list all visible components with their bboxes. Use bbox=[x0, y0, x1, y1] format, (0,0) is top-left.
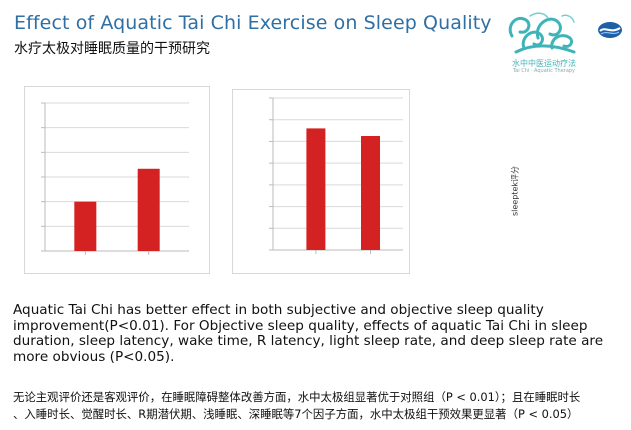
logo-caption: 水中中医运动疗法 bbox=[512, 59, 576, 68]
aquatic-logo-icon bbox=[502, 8, 582, 78]
bar-2-1 bbox=[306, 128, 326, 250]
logo-subcaption: Tai Chi · Aquatic Therapy bbox=[512, 68, 576, 74]
bar-1-2 bbox=[137, 168, 160, 251]
chart-1-svg bbox=[41, 102, 189, 255]
description-cn-line-1: 无论主观评价还是客观评价，在睡眠障碍整体改善方面，水中太极组显著优于对照组（P … bbox=[13, 390, 581, 404]
slide-title-en: Effect of Aquatic Tai Chi Exercise on Sl… bbox=[14, 12, 492, 34]
slide-title-cn: 水疗太极对睡眠质量的干预研究 bbox=[14, 41, 210, 57]
chart-2-svg bbox=[269, 97, 403, 254]
description-cn: 无论主观评价还是客观评价，在睡眠障碍整体改善方面，水中太极组显著优于对照组（P … bbox=[13, 389, 629, 423]
bar-2-2 bbox=[361, 136, 380, 250]
description-cn-line-2: 、入睡时长、觉醒时长、R期潜伏期、浅睡眠、深睡眠等7个因子方面，水中太极组干预效… bbox=[13, 407, 579, 421]
sleep-chart-subjective bbox=[24, 86, 210, 274]
organization-logo-icon bbox=[597, 20, 623, 40]
bar-1-1 bbox=[74, 201, 97, 251]
description-en: Aquatic Tai Chi has better effect in bot… bbox=[13, 302, 604, 365]
sleeptek-score-label: sleeptek评分 bbox=[510, 165, 520, 217]
sleep-chart-objective bbox=[232, 89, 410, 274]
